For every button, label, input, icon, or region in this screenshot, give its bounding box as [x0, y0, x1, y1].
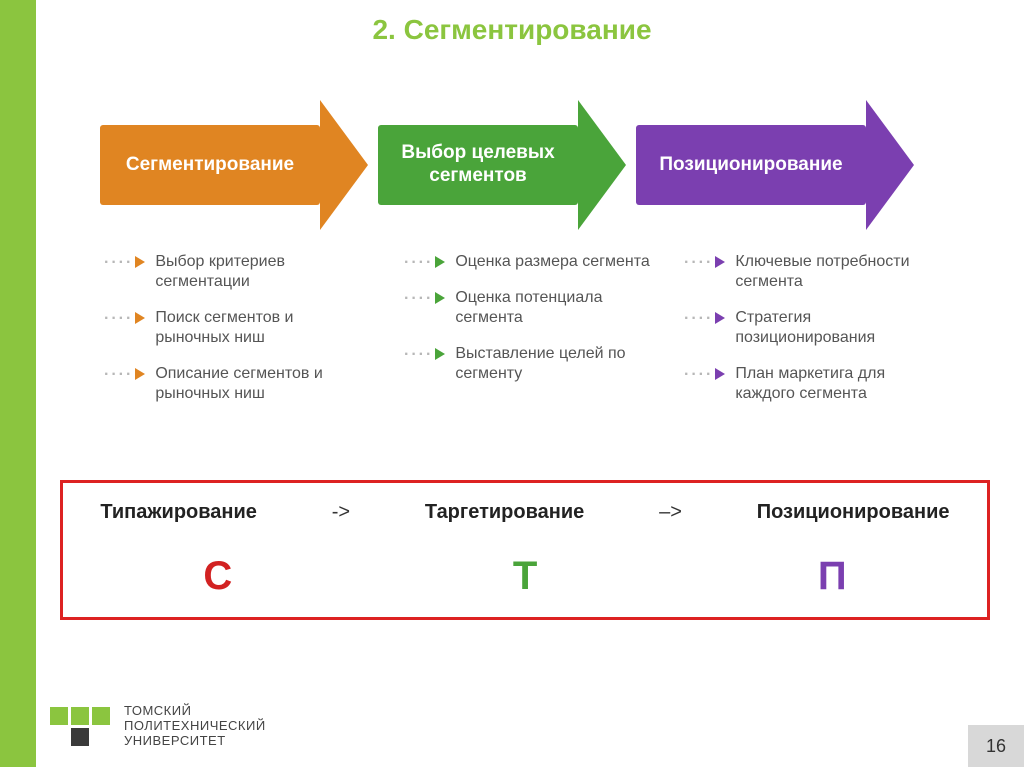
- bullet-item: ···· Оценка размера сегмента: [404, 252, 670, 272]
- bullet-text: Описание сегментов и рыночных ниш: [155, 364, 355, 404]
- triangle-bullet-icon: [135, 368, 145, 380]
- triangle-bullet-icon: [135, 312, 145, 324]
- logo-sq: [71, 728, 89, 746]
- page-title: 2. Сегментирование: [0, 14, 1024, 46]
- dotted-leader-icon: ····: [104, 252, 133, 271]
- diagram-stage: Сегментирование Выбор целевых сегментов По…: [100, 100, 1000, 420]
- term-targeting: Таргетирование: [425, 501, 584, 524]
- bullet-text: Выбор критериев сегментации: [155, 252, 355, 292]
- bullet-text: Поиск сегментов и рыночных ниш: [155, 308, 355, 348]
- bullet-item: ···· Выбор критериев сегментации: [104, 252, 390, 292]
- stp-summary-box: Типажирование -> Таргетирование –> Позиц…: [60, 480, 990, 620]
- triangle-bullet-icon: [435, 256, 445, 268]
- process-arrow: Сегментирование: [100, 100, 368, 230]
- tpu-logo-text: ТОМСКИЙ ПОЛИТЕХНИЧЕСКИЙ УНИВЕРСИТЕТ: [124, 704, 266, 749]
- dotted-leader-icon: ····: [684, 308, 713, 327]
- logo-sq: [71, 707, 89, 725]
- dotted-leader-icon: ····: [684, 364, 713, 383]
- stp-row-terms: Типажирование -> Таргетирование –> Позиц…: [63, 501, 987, 524]
- bullet-item: ···· Поиск сегментов и рыночных ниш: [104, 308, 390, 348]
- arrow-label: Выбор целевых сегментов: [401, 142, 554, 188]
- bullet-text: Стратегия позиционирования: [735, 308, 935, 348]
- arrow-sep-1: ->: [332, 501, 350, 524]
- arrows-row: Сегментирование Выбор целевых сегментов По…: [100, 100, 1000, 230]
- term-positioning: Позиционирование: [757, 501, 950, 524]
- tpu-logo-icon: [50, 707, 110, 746]
- triangle-bullet-icon: [135, 256, 145, 268]
- arrow-label: Позиционирование: [659, 154, 842, 177]
- logo-line1: ТОМСКИЙ: [124, 704, 266, 719]
- triangle-bullet-icon: [435, 292, 445, 304]
- stp-letter: Т: [513, 554, 537, 599]
- bullet-item: ···· Описание сегментов и рыночных ниш: [104, 364, 390, 404]
- bullet-text: Оценка размера сегмента: [455, 252, 649, 272]
- stp-letter: С: [203, 554, 232, 599]
- bullet-item: ···· Стратегия позиционирования: [684, 308, 980, 348]
- dotted-leader-icon: ····: [404, 288, 433, 307]
- arrow-head-icon: [320, 100, 368, 230]
- triangle-bullet-icon: [715, 312, 725, 324]
- page-number: 16: [968, 725, 1024, 767]
- logo-sq: [92, 728, 110, 746]
- triangle-bullet-icon: [435, 348, 445, 360]
- stp-row-letters: СТП: [63, 554, 987, 599]
- bullet-item: ···· Выставление целей по сегменту: [404, 344, 670, 384]
- left-green-bar: [0, 0, 36, 767]
- bullet-column: ···· Ключевые потребности сегмента ···· Стр…: [680, 240, 980, 420]
- dotted-leader-icon: ····: [104, 364, 133, 383]
- arrow-sep-2: –>: [659, 501, 682, 524]
- bullet-text: Ключевые потребности сегмента: [735, 252, 935, 292]
- term-typing: Типажирование: [100, 501, 257, 524]
- logo-sq: [50, 728, 68, 746]
- bullet-text: Выставление целей по сегменту: [455, 344, 655, 384]
- dotted-leader-icon: ····: [404, 252, 433, 271]
- bullet-column: ···· Выбор критериев сегментации ···· Поиск…: [100, 240, 390, 420]
- arrow-head-icon: [578, 100, 626, 230]
- footer-logo-block: ТОМСКИЙ ПОЛИТЕХНИЧЕСКИЙ УНИВЕРСИТЕТ: [50, 704, 266, 749]
- dotted-leader-icon: ····: [404, 344, 433, 363]
- bullet-item: ···· План маркетига для каждого сегмента: [684, 364, 980, 404]
- bullet-columns: ···· Выбор критериев сегментации ···· Поиск…: [100, 230, 1000, 420]
- logo-line3: УНИВЕРСИТЕТ: [124, 734, 266, 749]
- process-arrow: Позиционирование: [636, 100, 914, 230]
- logo-line2: ПОЛИТЕХНИЧЕСКИЙ: [124, 719, 266, 734]
- dotted-leader-icon: ····: [104, 308, 133, 327]
- arrow-head-icon: [866, 100, 914, 230]
- stp-letter: П: [818, 554, 847, 599]
- bullet-item: ···· Ключевые потребности сегмента: [684, 252, 980, 292]
- process-arrow: Выбор целевых сегментов: [378, 100, 626, 230]
- dotted-leader-icon: ····: [684, 252, 713, 271]
- triangle-bullet-icon: [715, 368, 725, 380]
- logo-sq: [92, 707, 110, 725]
- bullet-text: План маркетига для каждого сегмента: [735, 364, 935, 404]
- bullet-column: ···· Оценка размера сегмента ···· Оценка по…: [400, 240, 670, 420]
- bullet-text: Оценка потенциала сегмента: [455, 288, 655, 328]
- triangle-bullet-icon: [715, 256, 725, 268]
- logo-sq: [50, 707, 68, 725]
- bullet-item: ···· Оценка потенциала сегмента: [404, 288, 670, 328]
- arrow-label: Сегментирование: [126, 154, 294, 177]
